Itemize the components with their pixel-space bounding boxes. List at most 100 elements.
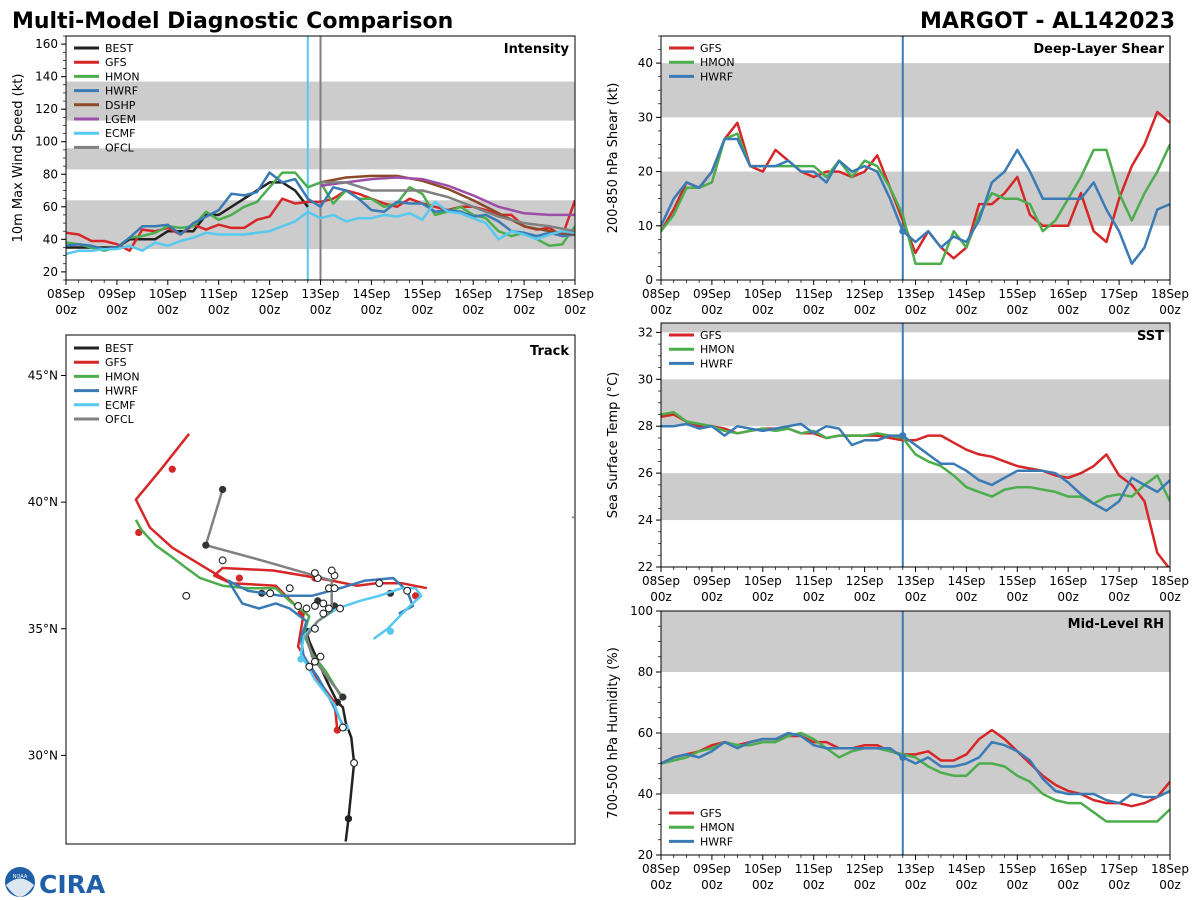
sst-ytick-label: 24 [638,513,653,527]
intensity-xtick-label: 10Sep [149,287,187,301]
rh-panel: Mid-Level RH 20 40 60 80 100 08Sep 00z 09Sep 00z 1… [606,604,1189,892]
shear-xtick-sublabel: 00z [803,303,825,317]
sst-xtick-label: 13Sep [897,574,935,588]
intensity-legend-label-hmon: HMON [105,70,140,83]
rh-xtick-sublabel: 00z [1007,878,1029,892]
sst-legend-label-hwrf: HWRF [700,357,733,370]
track-legend-label-best: BEST [105,342,133,355]
track-position-marker [182,591,191,600]
intensity-series-ecmf-line [66,200,575,256]
track-legend-label-hwrf: HWRF [105,385,138,398]
rh-xtick-label: 13Sep [897,862,935,876]
rh-legend-label-gfs: GFS [700,807,722,820]
sst-xtick-sublabel: 00z [1057,590,1079,604]
sst-xtick-label: 10Sep [744,574,782,588]
track-lat-label: 45°N [28,369,58,383]
track-legend-label-ofcl: OFCL [105,413,135,426]
intensity-xtick-sublabel: 00z [259,303,281,317]
rh-ytick-label: 100 [630,604,653,618]
track-ecmf-path [299,586,423,728]
track-lat-label: 40°N [28,495,58,509]
intensity-legend-label-gfs: GFS [105,56,127,69]
rh-xtick-sublabel: 00z [752,878,774,892]
shear-series-hwrf-line [661,137,1170,265]
track-ofcl-point [219,485,227,494]
track-position-marker [302,604,311,613]
shear-xtick-sublabel: 00z [854,303,876,317]
rh-series-hwrf-line [661,731,1170,805]
sst-ytick-label: 32 [638,325,653,339]
intensity-xtick-label: 16Sep [454,287,492,301]
shear-ylabel: 200-850 hPa Shear (kt) [606,83,621,234]
track-ofcl-point [339,693,347,701]
intensity-ytick-label: 60 [43,200,58,214]
shear-xtick-sublabel: 00z [1007,303,1029,317]
intensity-legend-label-best: BEST [105,42,133,55]
track-gfs-point [235,574,243,582]
shear-legend-label-hwrf: HWRF [700,70,733,83]
shear-xtick-sublabel: 00z [1057,303,1079,317]
intensity-xtick-label: 08Sep [47,287,85,301]
rh-xtick-sublabel: 00z [1108,878,1130,892]
rh-xtick-sublabel: 00z [854,878,876,892]
intensity-xtick-label: 18Sep [556,287,594,301]
intensity-series-ofcl-line [320,181,575,233]
rh-xtick-sublabel: 00z [905,878,927,892]
sst-xtick-sublabel: 00z [752,590,774,604]
shear-xtick-label: 16Sep [1049,287,1087,301]
intensity-series-hwrf-line [66,171,575,251]
shear-xtick-label: 17Sep [1100,287,1138,301]
sst-xtick-label: 08Sep [642,574,680,588]
intensity-xtick-label: 13Sep [302,287,340,301]
rh-legend-label-hwrf: HWRF [700,835,733,848]
track-frame [65,334,576,845]
sst-ytick-label: 26 [638,466,653,480]
cira-wordmark: CIRA [39,870,106,899]
track-position-marker [310,624,319,633]
rh-xtick-label: 10Sep [744,862,782,876]
storm-title: MARGOT - AL142023 [920,9,1175,34]
intensity-xtick-sublabel: 00z [462,303,484,317]
track-legend-label-hmon: HMON [105,370,140,383]
track-position-marker [403,586,412,595]
shear-xtick-sublabel: 00z [905,303,927,317]
shear-legend-label-gfs: GFS [700,42,722,55]
rh-xtick-sublabel: 00z [650,878,672,892]
rh-xtick-label: 11Sep [795,862,833,876]
shear-ytick-label: 0 [645,273,653,287]
noaa-label: NOAA [13,874,28,880]
sst-xtick-label: 18Sep [1151,574,1189,588]
intensity-series-lgem-line [320,176,575,217]
rh-xtick-label: 15Sep [998,862,1036,876]
intensity-ytick-label: 160 [35,37,58,51]
sst-xtick-sublabel: 00z [905,590,927,604]
track-position-marker [305,662,314,671]
intensity-xtick-label: 15Sep [403,287,441,301]
shear-panel: Deep-Layer Shear 0 10 20 30 40 08Sep 00z 09Sep 00… [606,35,1189,317]
rh-xtick-sublabel: 00z [1057,878,1079,892]
track-position-marker [324,604,333,613]
intensity-ylabel: 10m Max Wind Speed (kt) [11,74,26,243]
intensity-series-dshp-line [320,174,575,236]
intensity-xtick-sublabel: 00z [106,303,128,317]
track-ecmf-point [386,627,395,635]
track-legend-label-ecmf: ECMF [105,399,135,412]
shear-series-gfs-line [661,110,1170,260]
sst-xtick-label: 15Sep [998,574,1036,588]
track-position-marker [285,584,294,593]
rh-ytick-label: 40 [638,787,653,801]
intensity-xtick-label: 14Sep [352,287,390,301]
track-position-marker [218,556,227,565]
sst-xtick-sublabel: 00z [1108,590,1130,604]
shear-ytick-label: 20 [638,165,653,179]
track-best-point [344,815,353,823]
sst-legend-label-hmon: HMON [700,343,735,356]
noaa-wave-icon [6,878,34,897]
shear-ytick-label: 30 [638,110,653,124]
sst-band-1 [661,379,1170,427]
intensity-ytick-label: 80 [43,167,58,181]
sst-ytick-label: 30 [638,372,653,386]
track-position-marker [330,584,339,593]
sst-xtick-sublabel: 00z [1007,590,1029,604]
